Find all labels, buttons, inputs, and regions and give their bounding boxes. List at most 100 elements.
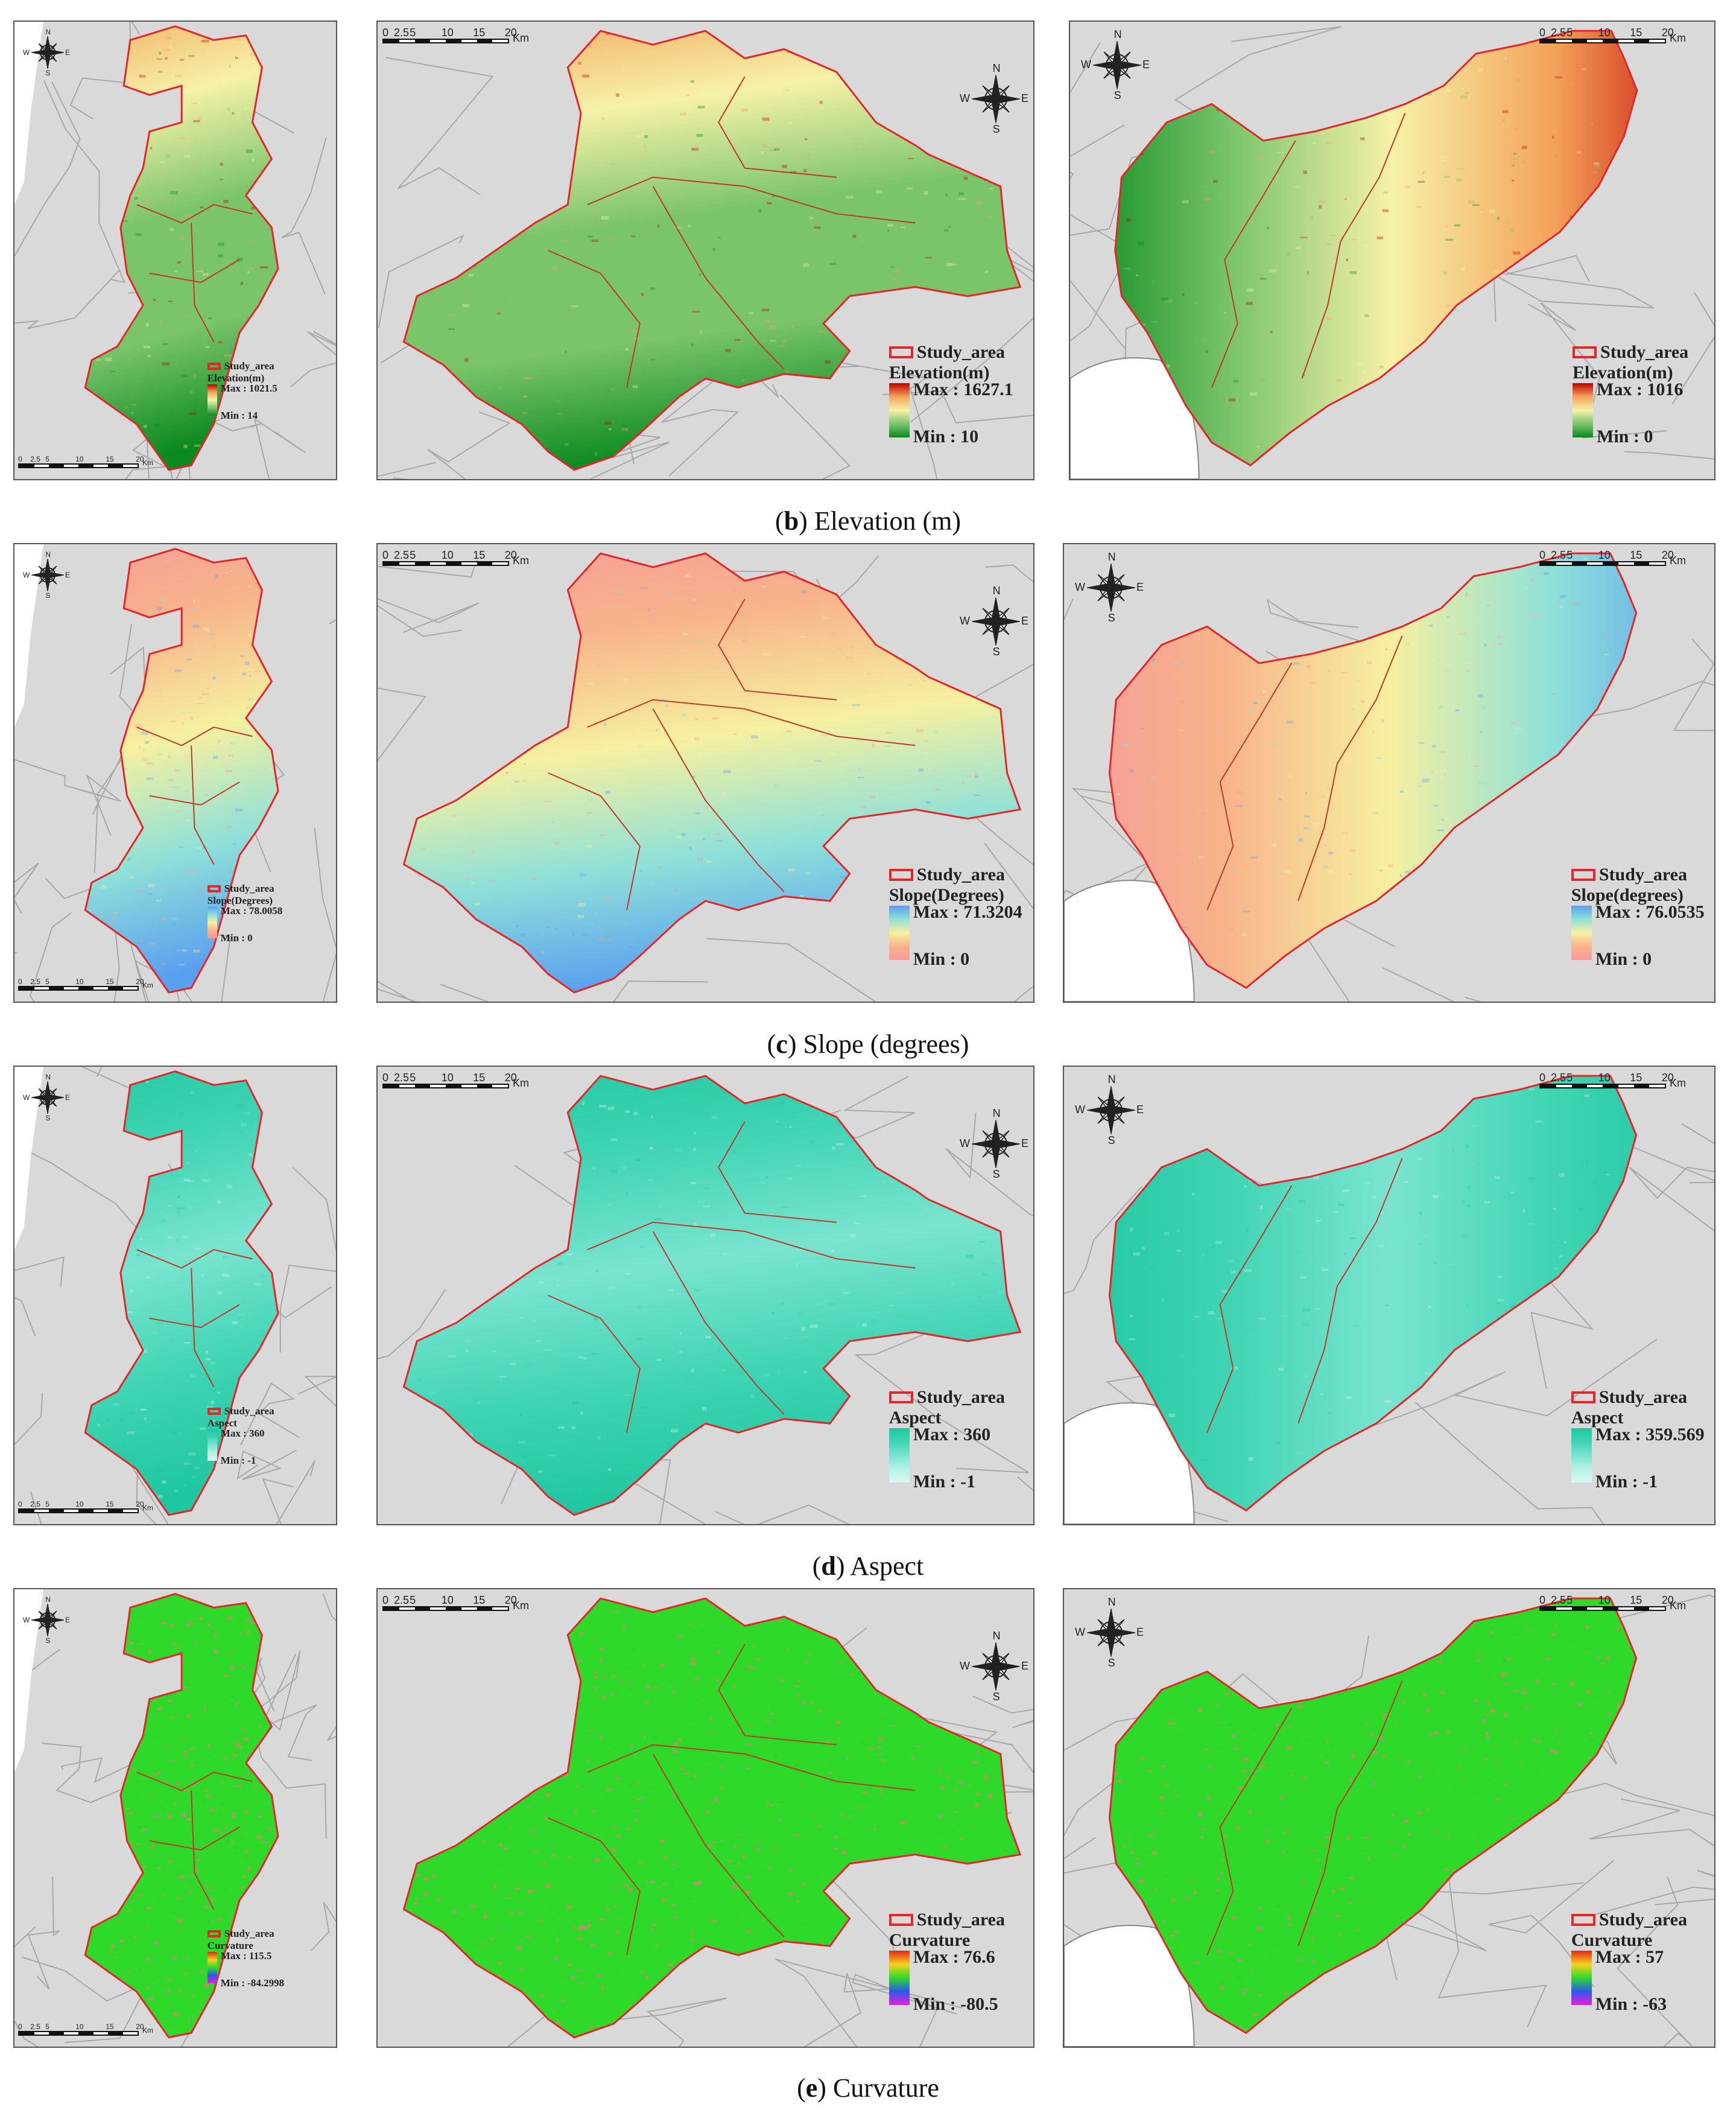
- map-legend: Study_area Aspect Max : 359.569 Min : -1: [1571, 1387, 1714, 1492]
- scale-tick-label: 5: [1567, 549, 1573, 561]
- scale-tick-label: 0: [1539, 1594, 1546, 1606]
- compass-w-label: W: [960, 92, 970, 105]
- admin-boundary: [780, 394, 851, 479]
- admin-boundary: [803, 1972, 907, 2047]
- scale-bar: 0 2.5 5 10 15 20 Km: [382, 1072, 533, 1095]
- map-canvas: [378, 552, 1033, 1002]
- scale-bar-graphic: [382, 39, 509, 43]
- study-area-label: Study_area: [1598, 1909, 1687, 1930]
- compass-n-label: N: [1107, 1596, 1116, 1609]
- scale-tick-label: 2.5: [30, 977, 40, 986]
- sub-basin-boundary: [191, 745, 215, 865]
- compass-n-label: N: [45, 550, 51, 559]
- study-area-swatch: [207, 885, 221, 892]
- legend-max: Max : 359.569: [1595, 1424, 1705, 1444]
- scale-tick-label: 2.5: [1551, 1594, 1567, 1606]
- scale-tick-label: 2.5: [394, 1072, 410, 1084]
- scale-bar: 0 2.5 5 10 15 20 Km: [1539, 1072, 1690, 1095]
- scale-tick-label: 15: [1630, 27, 1643, 39]
- scale-tick-label: 15: [473, 1072, 486, 1084]
- legend-title: Curvature: [1571, 1930, 1653, 1950]
- admin-boundary: [69, 22, 141, 119]
- scale-bar-graphic: [382, 561, 509, 566]
- compass-s-label: S: [992, 1691, 1000, 1703]
- compass-e-label: E: [1136, 581, 1144, 594]
- compass-n-label: N: [992, 62, 1001, 75]
- sub-basin-boundary: [652, 1231, 785, 1415]
- scale-tick-label: 5: [45, 2022, 49, 2031]
- map-canvas: [378, 30, 1033, 479]
- admin-boundary: [176, 417, 203, 479]
- study-area-legend-item: Study_area: [1571, 865, 1714, 885]
- compass-s-label: S: [1107, 1657, 1115, 1669]
- legend-max: Max : 57: [1595, 1946, 1664, 1967]
- admin-boundary: [14, 759, 121, 836]
- north-arrow-icon: N S E W: [960, 62, 1031, 135]
- scale-bar-graphic: [1539, 1084, 1666, 1088]
- legend-title: Aspect: [889, 1407, 942, 1428]
- scale-unit: Km: [142, 2026, 153, 2035]
- compass-n-label: N: [1107, 1073, 1116, 1086]
- map-canvas: [378, 1075, 1033, 1524]
- legend-min: Min : 14: [220, 409, 258, 421]
- compass-e-label: E: [1021, 1137, 1029, 1150]
- compass-n-label: N: [45, 1595, 51, 1604]
- scale-tick-label: 20: [136, 455, 144, 463]
- admin-boundary: [558, 1997, 727, 2047]
- sub-basin-boundary: [136, 204, 253, 224]
- sub-basin-boundary: [587, 699, 916, 746]
- scale-unit: Km: [513, 1600, 529, 1612]
- scale-tick-label: 5: [410, 27, 416, 39]
- color-ramp: [1573, 383, 1594, 437]
- scale-tick-label: 15: [473, 1594, 486, 1606]
- scale-bar: 0 2.5 5 10 15 20 Km: [18, 2022, 163, 2042]
- scale-tick-label: 10: [441, 549, 454, 561]
- legend-max: Max : 76.6: [913, 1946, 995, 1967]
- admin-boundary: [329, 619, 336, 625]
- sea: [14, 22, 43, 205]
- compass-e-label: E: [1142, 59, 1150, 71]
- sub-basin-boundary: [652, 708, 785, 892]
- compass-e-label: E: [65, 48, 71, 57]
- study-area-swatch: [1573, 346, 1597, 358]
- scale-tick-label: 10: [75, 2022, 84, 2031]
- sub-basin-boundary: [191, 223, 215, 343]
- study-area-label: Study_area: [1600, 342, 1689, 362]
- color-ramp: [1571, 1428, 1592, 1482]
- scale-tick-label: 0: [18, 2022, 22, 2031]
- scale-unit: Km: [513, 32, 529, 44]
- scale-bar-graphic: [18, 2031, 139, 2036]
- admin-boundary: [854, 1309, 1029, 1473]
- study-area-legend-item: Study_area: [889, 1387, 1033, 1408]
- scale-bar-graphic: [1539, 1606, 1666, 1611]
- study-area-swatch: [1571, 1913, 1595, 1926]
- admin-boundary: [14, 1143, 139, 1231]
- north-arrow-icon: N S E W: [23, 550, 71, 600]
- admin-boundary: [378, 598, 480, 637]
- admin-boundary: [393, 411, 511, 479]
- study-area-outline: [1114, 30, 1638, 467]
- map-canvas: [1064, 1075, 1714, 1524]
- sub-basin-boundary: [136, 1249, 253, 1269]
- study-area-legend-item: Study_area: [889, 342, 1033, 363]
- study-area-legend-item: Study_area: [207, 1405, 298, 1417]
- legend-max: Max : 1016: [1597, 379, 1684, 399]
- sub-basin-boundary: [191, 1790, 215, 1910]
- admin-boundary: [1617, 1876, 1693, 2047]
- compass-s-label: S: [1107, 1134, 1115, 1146]
- compass-s-label: S: [992, 646, 1000, 658]
- compass-e-label: E: [1021, 92, 1029, 105]
- admin-boundary: [1673, 638, 1714, 731]
- admin-boundary: [385, 57, 494, 195]
- sub-basin-boundary: [149, 1304, 240, 1329]
- admin-boundary: [613, 980, 708, 1002]
- admin-boundary: [14, 1256, 65, 1337]
- legend-max: Max : 71.3204: [913, 901, 1022, 922]
- legend-title: Elevation(m): [889, 362, 990, 383]
- scale-bar: 0 2.5 5 10 15 20 Km: [18, 1500, 163, 1519]
- curvature-map-left: Study_area Curvature Max : 115.5 Min : -84.…: [13, 1588, 337, 2048]
- study-area-outline: [1108, 1075, 1638, 1512]
- sub-basin-boundary: [1297, 1158, 1403, 1424]
- curvature-map-middle: Study_area Curvature Max : 76.6 Min : -80.5…: [376, 1588, 1034, 2048]
- caption-aspect: (d) Aspect: [812, 1551, 924, 1581]
